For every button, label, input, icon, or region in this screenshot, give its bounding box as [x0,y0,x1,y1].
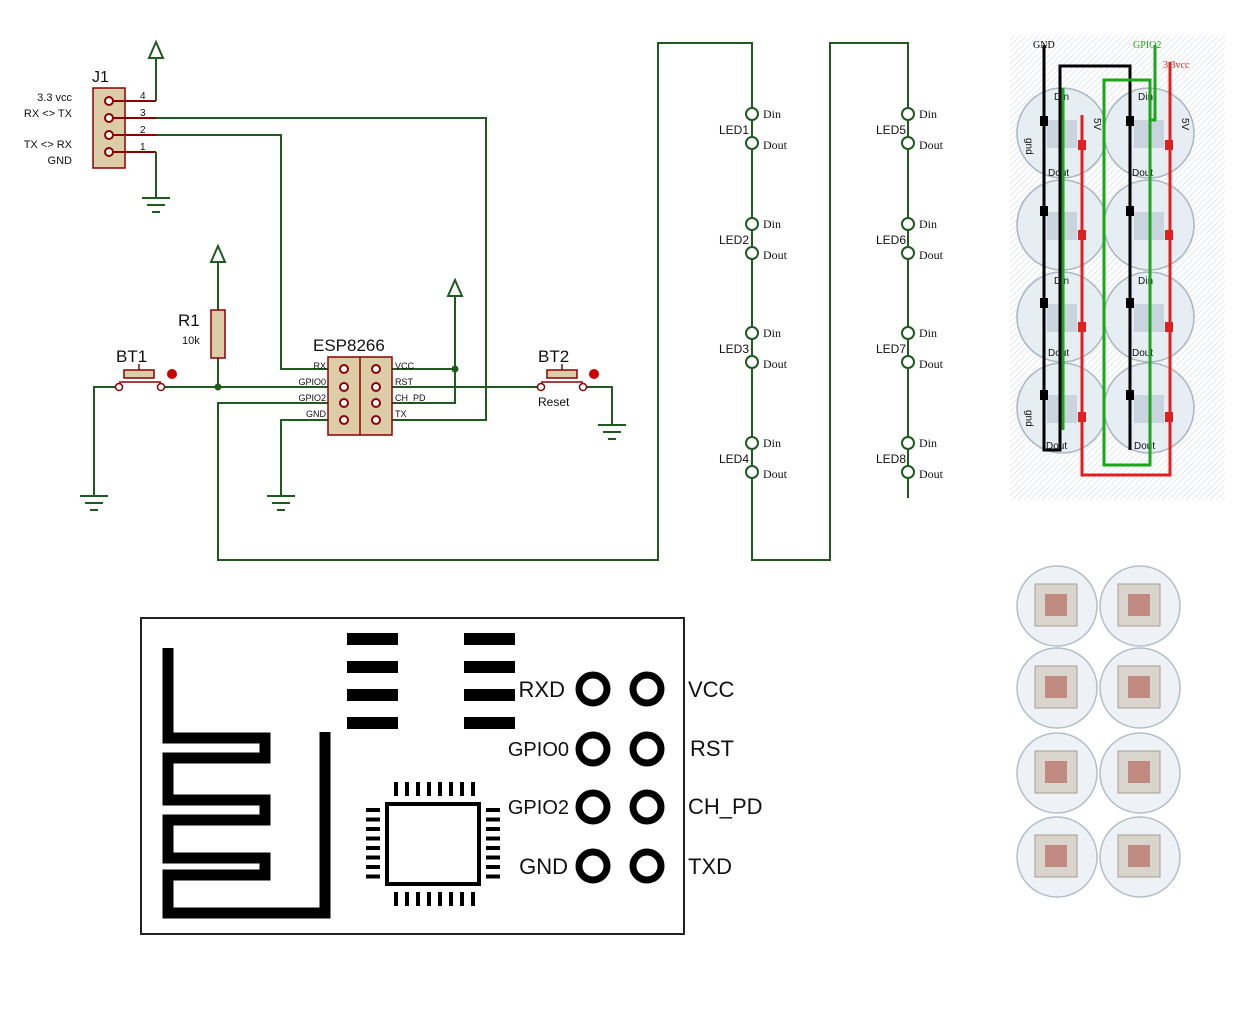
led6-dout: Dout [919,248,944,262]
led1-dout: Dout [763,138,788,152]
pad-dout-2: Dout [1132,168,1153,179]
module-label-vcc: VCC [688,677,735,702]
led6-din: Din [919,217,937,231]
antenna-trace [162,648,331,919]
j1-pin-1: 1 [140,142,146,153]
bt1-button: BT1 [114,347,177,392]
led1-label: LED1 [719,123,749,137]
esp-pin-gpio0: GPIO0 [298,377,326,387]
module-label-gpio0: GPIO0 [508,739,569,761]
j1-pin-3: 3 [140,108,146,119]
junction-dots [214,365,459,391]
schematic-wires [93,42,909,561]
led5-dout: Dout [919,138,944,152]
bt2-ref: BT2 [538,347,569,366]
j1-label-gnd: GND [48,155,73,167]
pad-gnd-2: gnd [1023,410,1034,427]
led5-din: Din [919,107,937,121]
vcc-arrows [147,39,464,297]
module-label-txd: TXD [688,854,732,879]
led2-dout: Dout [763,248,788,262]
module-label-rst: RST [690,736,734,761]
pad-dout-6: Dout [1134,441,1155,452]
esp-pin-tx: TX [395,409,407,419]
led-chain: Din Dout Din Dout Din Dout Din Dout Din … [719,107,944,481]
led8-dout: Dout [919,467,944,481]
led7-dout: Dout [919,357,944,371]
led8-din: Din [919,436,937,450]
led3-dout: Dout [763,357,788,371]
j1-pin-4: 4 [140,91,146,102]
pad-din-4: Din [1138,276,1153,287]
led1-din: Din [763,107,781,121]
led3-din: Din [763,326,781,340]
pad-dout-5: Dout [1046,441,1067,452]
module-label-rxd: RXD [519,677,565,702]
esp-pin-vcc: VCC [395,361,415,371]
esp-pin-chpd: CH_PD [395,393,426,403]
pad-din-2: Din [1138,92,1153,103]
led3-label: LED3 [719,342,749,356]
esp-pin-rx: RX [313,361,326,371]
ground-symbols [80,197,626,511]
j1-label-vcc: 3.3 vcc [37,92,72,104]
j1-pin-2: 2 [140,125,146,136]
esp-ref: ESP8266 [313,336,385,355]
led4-label: LED4 [719,452,749,466]
led7-label: LED7 [876,342,906,356]
pad-gnd-1: gnd [1023,138,1034,155]
j1-label-rxtx: RX <> TX [24,108,73,120]
led-board-photo [1016,565,1181,898]
bt1-ref: BT1 [116,347,147,366]
led8-label: LED8 [876,452,906,466]
esp8266-chip: ESP8266 RX GPIO0 GPIO2 GND VCC RST CH_PD… [298,336,426,436]
board-vcc-label: 3.3vcc [1163,60,1190,71]
pad-5v-2: 5V [1179,118,1190,131]
led-board-wiring: GND GPIO2 3.3vcc Din Dout Din Dout Din D… [1010,35,1225,500]
led4-dout: Dout [763,467,788,481]
led4-din: Din [763,436,781,450]
esp-pin-gpio2: GPIO2 [298,393,326,403]
module-label-chpd: CH_PD [688,794,763,819]
r1-ref: R1 [178,311,200,330]
led7-din: Din [919,326,937,340]
bt2-button: BT2 Reset [536,347,599,409]
pad-dout-4: Dout [1132,348,1153,359]
esp01-module: RXD GPIO0 GPIO2 GND VCC RST CH_PD TXD [140,617,763,935]
j1-connector: J1 3.3 vcc RX <> TX TX <> RX GND 4 3 2 1 [24,69,156,169]
bt2-label: Reset [538,395,570,409]
led5-label: LED5 [876,123,906,137]
led2-label: LED2 [719,233,749,247]
module-label-gnd: GND [519,854,568,879]
r1-resistor: R1 10k [178,309,226,359]
board-gpio2-label: GPIO2 [1133,40,1161,51]
led6-label: LED6 [876,233,906,247]
r1-value: 10k [182,335,200,347]
j1-ref: J1 [92,69,109,86]
esp-pin-rst: RST [395,377,414,387]
led2-din: Din [763,217,781,231]
pad-5v-1: 5V [1091,118,1102,131]
j1-label-txrx: TX <> RX [24,139,73,151]
module-label-gpio2: GPIO2 [508,797,569,819]
esp-pin-gnd: GND [306,409,327,419]
